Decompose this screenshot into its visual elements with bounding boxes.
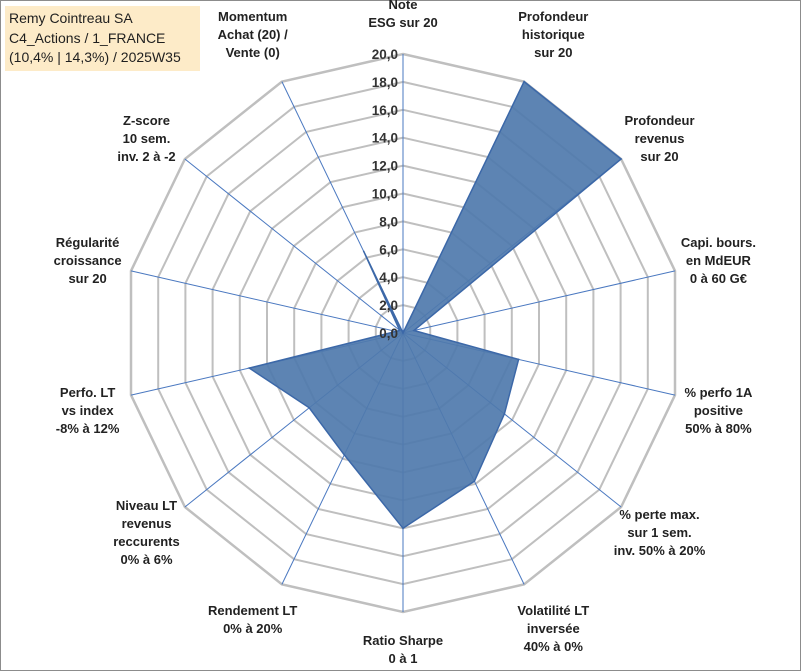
radar-tick-labels: 0,0 2,0 4,0 6,0 8,0 10,0 12,0 14,0 16,0 18,0 20,0 <box>372 47 398 341</box>
series-point <box>398 329 401 332</box>
axis-label-line: sur 20 <box>68 271 106 286</box>
tick-label: 12,0 <box>372 159 398 174</box>
series-point <box>248 367 251 369</box>
axis-label-line: 0% à 20% <box>223 621 283 636</box>
axis-label: % perte max. sur 1 sem. inv. 50% à 20% <box>614 507 706 558</box>
tick-label: 14,0 <box>372 131 398 146</box>
axis-label: Z-score 10 sem. inv. 2 à -2 <box>117 113 175 164</box>
tick-label: 8,0 <box>379 214 398 229</box>
axis-label-line: sur 20 <box>534 45 572 60</box>
axis-label-line: historique <box>522 27 585 42</box>
tick-label: 20,0 <box>372 47 398 62</box>
series-point <box>473 480 476 483</box>
radar-axis-labels: Note ESG sur 20 Profondeur historique sur 20… <box>54 0 756 666</box>
axis-label-line: revenus <box>635 131 685 146</box>
axis-label-line: Momentum <box>218 9 287 24</box>
axis-label: % perfo 1A positive 50% à 80% <box>684 385 753 436</box>
axis-label-line: Rendement LT <box>208 603 297 618</box>
axis-label-line: Régularité <box>56 235 120 250</box>
series-point <box>402 527 404 530</box>
axis-label-line: reccurents <box>113 534 179 549</box>
series-point <box>308 407 311 409</box>
axis-label: Perfo. LT vs index -8% à 12% <box>56 385 120 436</box>
axis-label-line: sur 1 sem. <box>627 525 691 540</box>
axis-label-line: inversée <box>527 621 580 636</box>
axis-label-line: 0 à 60 G€ <box>690 271 747 286</box>
axis-label-line: vs index <box>62 403 115 418</box>
stats-label: (10,4% | 14,3%) / 2025W35 <box>9 49 181 65</box>
company-name: Remy Cointreau SA <box>9 10 133 26</box>
axis-label-line: 50% à 80% <box>685 421 752 436</box>
series-point <box>343 454 346 456</box>
axis-label-line: Volatilité LT <box>517 603 589 618</box>
axis-label-line: % perte max. <box>619 507 699 522</box>
axis-label: Capi. bours. en MdEUR 0 à 60 G€ <box>681 235 756 286</box>
axis-label-line: positive <box>694 403 743 418</box>
axis-label-line: 0 à 1 <box>389 651 418 666</box>
axis-label-line: 10 sem. <box>123 131 171 146</box>
series-point <box>620 158 622 160</box>
tick-label: 10,0 <box>372 187 398 202</box>
axis-label-line: inv. 50% à 20% <box>614 543 706 558</box>
axis-spoke <box>184 158 404 334</box>
axis-label-line: % perfo 1A <box>684 385 753 400</box>
tick-label: 16,0 <box>372 103 398 118</box>
axis-label-line: Profondeur <box>518 9 588 24</box>
series-point <box>395 330 398 333</box>
axis-label: Profondeur historique sur 20 <box>518 9 588 60</box>
axis-label-line: Vente (0) <box>226 45 280 60</box>
axis-label: Régularité croissance sur 20 <box>54 235 122 286</box>
axis-label: Niveau LT revenus reccurents 0% à 6% <box>113 498 179 567</box>
axis-label-line: 40% à 0% <box>524 639 584 654</box>
tick-label: 18,0 <box>372 75 398 90</box>
axis-label-line: ESG sur 20 <box>368 15 437 30</box>
axis-label-line: revenus <box>122 516 172 531</box>
axis-label-line: 0% à 6% <box>120 552 172 567</box>
series-point <box>523 80 525 83</box>
axis-label: Profondeur revenus sur 20 <box>624 113 694 164</box>
axis-label-line: Profondeur <box>624 113 694 128</box>
axis-label: Rendement LT 0% à 20% <box>208 603 297 636</box>
axis-spoke <box>130 270 404 334</box>
tick-label: 2,0 <box>379 298 398 313</box>
series-point <box>517 358 520 361</box>
tick-label: 6,0 <box>379 242 398 257</box>
category-label: C4_Actions / 1_FRANCE <box>9 29 166 46</box>
axis-label-line: sur 20 <box>640 149 678 164</box>
axis-label-line: Niveau LT <box>116 498 177 513</box>
axis-label-line: Z-score <box>123 113 170 128</box>
axis-label: Volatilité LT inversée 40% à 0% <box>517 603 589 654</box>
axis-label-line: Perfo. LT <box>60 385 115 400</box>
axis-label-line: -8% à 12% <box>56 421 120 436</box>
axis-spoke <box>402 270 676 334</box>
axis-label-line: en MdEUR <box>686 253 752 268</box>
axis-label-line: croissance <box>54 253 122 268</box>
radar-series <box>247 80 623 530</box>
axis-label-line: Ratio Sharpe <box>363 633 443 648</box>
chart-title-box: Remy Cointreau SA C4_Actions / 1_FRANCE … <box>5 6 200 71</box>
axis-label: Ratio Sharpe 0 à 1 <box>363 633 443 666</box>
axis-label: Momentum Achat (20) / Vente (0) <box>218 9 288 60</box>
axis-label-line: Achat (20) / <box>218 27 288 42</box>
axis-label-line: Note <box>389 0 418 12</box>
series-point <box>362 250 365 253</box>
series-point <box>413 329 415 332</box>
axis-label-line: inv. 2 à -2 <box>117 149 175 164</box>
tick-label: 0,0 <box>379 326 398 341</box>
axis-label: Note ESG sur 20 <box>368 0 437 30</box>
series-point <box>503 413 506 415</box>
axis-label-line: Capi. bours. <box>681 235 756 250</box>
tick-label: 4,0 <box>379 270 398 285</box>
series-point <box>402 332 404 334</box>
